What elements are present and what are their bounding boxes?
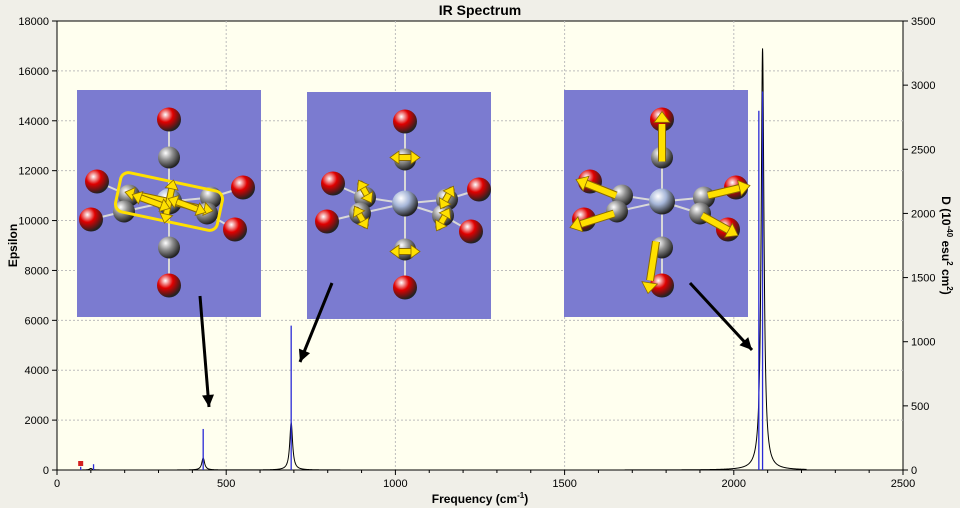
vibration-arrow-shaft [700, 212, 731, 234]
vibration-arrow-head [194, 202, 207, 216]
x-tick-label: 2500 [891, 478, 915, 490]
y-right-tick-label: 2500 [911, 144, 935, 156]
mid-frequency-mode-panel [307, 92, 491, 319]
y-left-tick-label: 2000 [25, 415, 49, 427]
y-left-tick-label: 6000 [25, 315, 49, 327]
y-right-tick-label: 500 [911, 401, 929, 413]
oxygen-atom [467, 177, 491, 202]
vibration-arrow-shaft [137, 194, 165, 209]
vibration-arrow-head [158, 198, 171, 212]
x-tick-label: 2000 [722, 478, 746, 490]
y-left-tick-label: 16000 [18, 66, 49, 78]
x-axis-title: Frequency (cm-1) [432, 491, 528, 506]
pointer-arrow-shaft [688, 281, 754, 352]
vibration-arrow-head [434, 218, 448, 232]
y-right-tick-label: 0 [911, 465, 917, 477]
x-tick-label: 1500 [552, 478, 576, 490]
pointer-arrow-shaft [298, 282, 334, 363]
selected-mode-marker [78, 461, 84, 466]
y-right-tick-label: 1500 [911, 273, 935, 285]
high-frequency-mode-panel [564, 90, 751, 317]
y-left-tick-label: 10000 [18, 216, 49, 228]
oxygen-atom [393, 109, 417, 134]
y-right-axis-title: D (10-40 esu2 cm2) [939, 196, 954, 295]
pointer-arrow-head [202, 394, 215, 407]
oxygen-atom [315, 209, 339, 234]
y-left-tick-label: 4000 [25, 365, 49, 377]
spectrum-line [68, 48, 807, 471]
y-right-tick-label: 3500 [911, 16, 935, 28]
pointer-arrow-head [298, 348, 311, 362]
y-left-tick-label: 18000 [18, 16, 49, 28]
oxygen-atom [650, 273, 674, 298]
vibration-arrow-shaft [707, 185, 741, 199]
vibration-arrow-head [737, 179, 751, 197]
vibration-arrow-shaft [647, 241, 659, 281]
pointer-arrow-head [739, 337, 752, 350]
oxygen-atom [321, 171, 345, 196]
vibration-arrow-head [167, 195, 180, 209]
vibration-arrow-head [356, 179, 370, 193]
vibration-arrow-shaft [163, 186, 175, 217]
vibration-arrow-head [410, 150, 421, 165]
vibration-arrow-head [438, 196, 452, 210]
y-left-tick-label: 0 [43, 465, 49, 477]
y-right-tick-label: 3000 [911, 80, 935, 92]
vibration-arrow-head [442, 185, 456, 199]
vibration-arrow-head [653, 110, 671, 123]
oxygen-atom [223, 217, 247, 242]
vibration-arrow-shaft [584, 180, 618, 199]
metal-atom [392, 190, 418, 217]
vibration-arrow-head [164, 179, 179, 191]
vibration-arrow-head [438, 207, 452, 221]
vibration-arrow-head [569, 215, 584, 233]
y-left-tick-label: 12000 [18, 166, 49, 178]
carbon-atom [158, 236, 180, 259]
metal-atom [649, 188, 675, 215]
oxygen-atom [157, 107, 181, 132]
vibration-arrow-head [389, 150, 400, 165]
x-tick-label: 500 [217, 478, 235, 490]
oxygen-atom [459, 219, 483, 244]
oxygen-atom [231, 175, 255, 200]
vibration-arrow-head [159, 212, 174, 224]
x-tick-label: 0 [54, 478, 60, 490]
vibration-arrow-head [131, 191, 144, 205]
oxygen-atom [79, 207, 103, 232]
low-frequency-mode-panel [77, 90, 261, 317]
y-left-tick-label: 8000 [25, 265, 49, 277]
vibration-arrow-head [360, 190, 374, 204]
vibration-arrow-head [724, 222, 739, 238]
chart-title: IR Spectrum [438, 2, 522, 18]
vibration-arrow-head [641, 281, 659, 295]
y-left-tick-label: 14000 [18, 116, 49, 128]
oxygen-atom [85, 169, 109, 194]
vibration-arrow-head [389, 244, 400, 259]
y-right-tick-label: 2000 [911, 208, 935, 220]
oxygen-atom [393, 275, 417, 300]
carbon-atom [158, 146, 180, 169]
x-tick-label: 1000 [383, 478, 407, 490]
pointer-arrow-shaft [198, 295, 211, 408]
vibration-arrow-head [410, 244, 421, 259]
oxygen-atom [157, 273, 181, 298]
vibration-arrow-head [352, 205, 366, 219]
y-right-tick-label: 1000 [911, 337, 935, 349]
y-left-axis-title: Epsilon [6, 224, 20, 267]
vibration-arrow-head [575, 175, 590, 192]
vibration-arrow-head [356, 216, 370, 230]
vibration-arrow-shaft [580, 210, 615, 227]
vibration-arrow-shaft [173, 198, 201, 213]
